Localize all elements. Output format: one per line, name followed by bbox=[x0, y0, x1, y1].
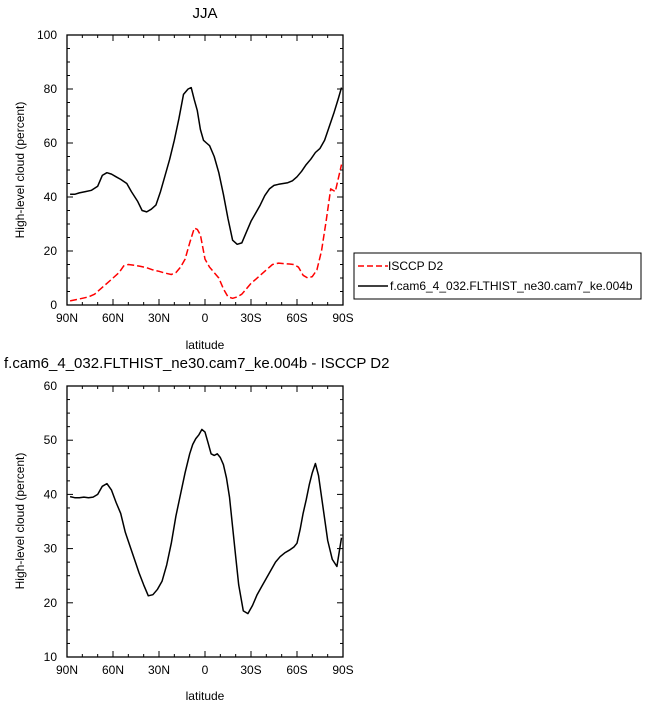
bottom-y-axis-title: High-level cloud (percent) bbox=[13, 453, 27, 590]
bottom-y-tick-label: 20 bbox=[44, 596, 58, 610]
bottom-y-tick-label: 60 bbox=[44, 379, 58, 393]
top-x-tick-label: 60N bbox=[102, 311, 124, 325]
bottom-y-tick-label: 30 bbox=[44, 542, 58, 556]
top-y-tick-label: 60 bbox=[44, 136, 58, 150]
bottom-x-axis-title: latitude bbox=[186, 689, 225, 703]
bottom-x-tick-label: 60S bbox=[286, 663, 307, 677]
bottom-x-tick-label: 90N bbox=[56, 663, 78, 677]
bottom-series bbox=[69, 428, 343, 615]
bottom-x-tick-label: 30S bbox=[240, 663, 261, 677]
bottom-x-tick-label: 90S bbox=[332, 663, 353, 677]
top-ticks bbox=[66, 34, 344, 306]
top-panel: JJA 90N 60N 30N 0 30S 60S 90S 0 20 40 60 80 100 lati… bbox=[13, 5, 642, 352]
top-series bbox=[69, 86, 343, 302]
top-x-tick-label: 90N bbox=[56, 311, 78, 325]
top-x-tick-label: 30N bbox=[148, 311, 170, 325]
top-tick-labels: 90N 60N 30N 0 30S 60S 90S 0 20 40 60 80 100 bbox=[37, 28, 354, 325]
top-x-tick-label: 90S bbox=[332, 311, 353, 325]
top-x-tick-label: 60S bbox=[286, 311, 307, 325]
top-y-tick-label: 40 bbox=[44, 190, 58, 204]
top-x-tick-label: 30S bbox=[240, 311, 261, 325]
top-y-tick-label: 100 bbox=[37, 28, 57, 42]
top-x-tick-label: 0 bbox=[202, 311, 209, 325]
bottom-panel: f.cam6_4_032.FLTHIST_ne30.cam7_ke.004b -… bbox=[4, 355, 389, 703]
bottom-y-tick-label: 40 bbox=[44, 487, 58, 501]
legend: ISCCP D2 f.cam6_4_032.FLTHIST_ne30.cam7_… bbox=[353, 252, 642, 300]
bottom-y-tick-label: 10 bbox=[44, 650, 58, 664]
legend-box bbox=[353, 252, 642, 300]
top-y-tick-label: 0 bbox=[50, 298, 57, 312]
bottom-x-tick-label: 60N bbox=[102, 663, 124, 677]
top-x-axis-title: latitude bbox=[186, 338, 225, 352]
bottom-y-tick-label: 50 bbox=[44, 433, 58, 447]
bottom-chart-title: f.cam6_4_032.FLTHIST_ne30.cam7_ke.004b -… bbox=[4, 355, 389, 372]
bottom-tick-labels: 90N 60N 30N 0 30S 60S 90S 10 20 30 40 50 60 bbox=[44, 379, 354, 677]
legend-label-model: f.cam6_4_032.FLTHIST_ne30.cam7_ke.004b bbox=[390, 279, 633, 293]
bottom-series-line-0 bbox=[69, 428, 343, 615]
bottom-x-tick-label: 0 bbox=[202, 663, 209, 677]
top-y-tick-label: 20 bbox=[44, 244, 58, 258]
legend-label-isccp: ISCCP D2 bbox=[388, 259, 443, 273]
top-y-tick-label: 80 bbox=[44, 82, 58, 96]
top-y-axis-title: High-level cloud (percent) bbox=[13, 102, 27, 239]
top-series-line-0 bbox=[69, 164, 343, 302]
top-series-line-1 bbox=[70, 86, 343, 246]
bottom-ticks bbox=[66, 385, 344, 658]
top-chart-title: JJA bbox=[192, 5, 217, 22]
bottom-x-tick-label: 30N bbox=[148, 663, 170, 677]
